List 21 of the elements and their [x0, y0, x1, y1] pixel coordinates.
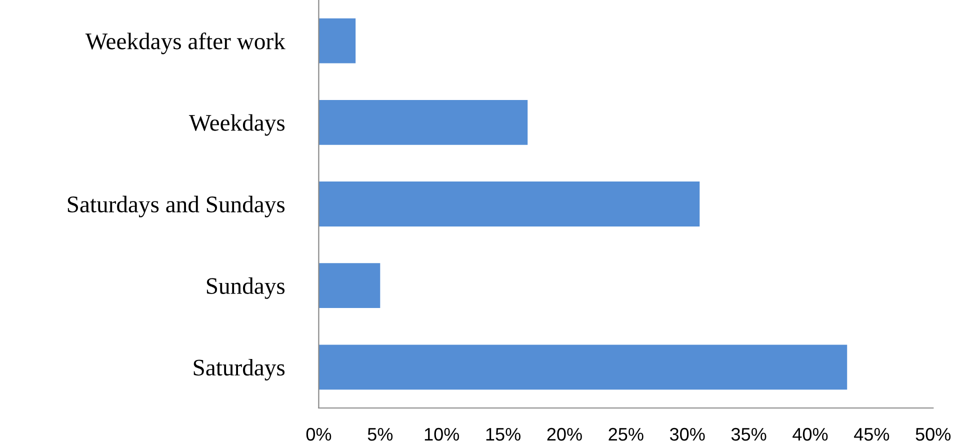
- bar: [318, 100, 528, 145]
- x-tick-label: 35%: [731, 428, 766, 441]
- y-tick-label: Weekdays: [188, 114, 285, 136]
- x-tick-label: 0%: [306, 428, 332, 441]
- bar: [318, 344, 848, 390]
- x-tick-label: 40%: [792, 428, 828, 441]
- x-tick-label: 10%: [424, 428, 460, 441]
- bar: [318, 18, 356, 64]
- y-tick-label: Saturdays and Sundays: [68, 196, 285, 218]
- x-tick-label: 20%: [547, 428, 582, 441]
- x-tick-label: 5%: [368, 428, 393, 441]
- x-tick-label: 15%: [486, 428, 520, 441]
- bar: [318, 182, 700, 226]
- y-tick-label: Saturdays: [194, 359, 285, 380]
- y-tick-label: Sundays: [206, 277, 285, 299]
- y-tick-label: Weekdays after work: [85, 32, 286, 54]
- x-tick-label: 25%: [608, 428, 644, 441]
- bar: [318, 263, 380, 308]
- x-tick-label: 30%: [670, 428, 705, 441]
- x-tick-label: 50%: [916, 428, 951, 441]
- x-tick-label: 45%: [854, 428, 890, 441]
